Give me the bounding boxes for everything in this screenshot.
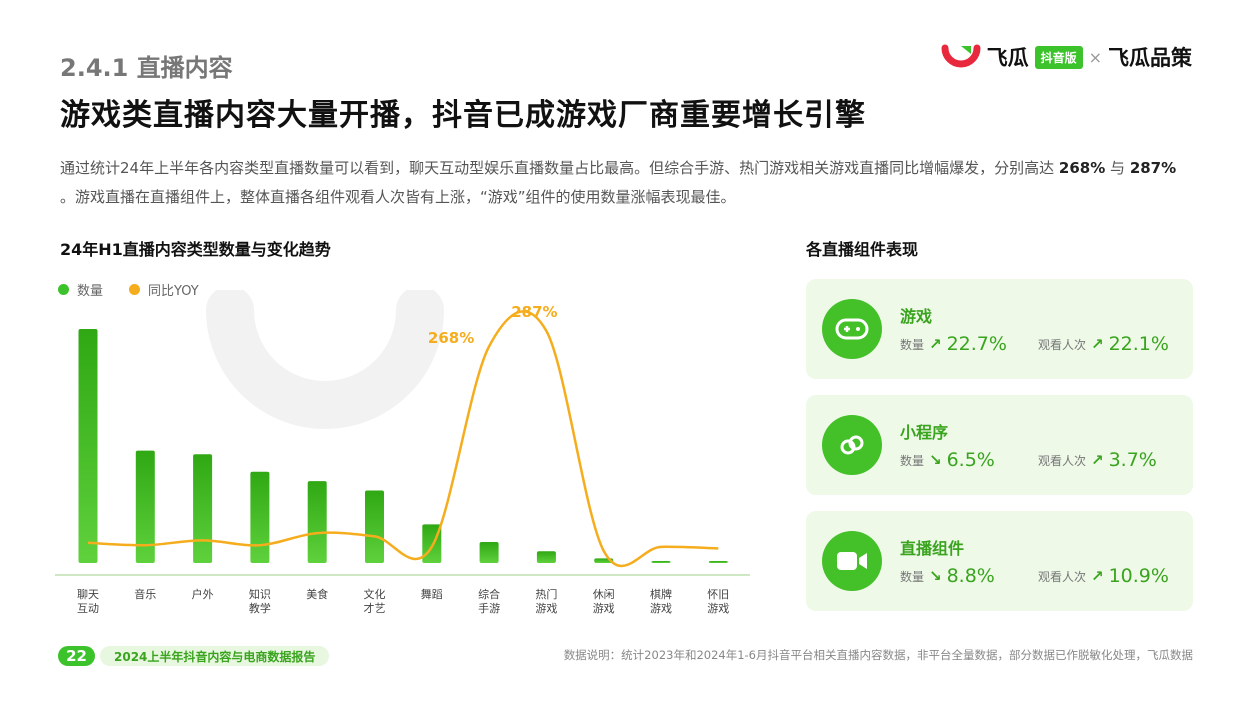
description: 通过统计24年上半年各内容类型直播数量可以看到，聊天互动型娱乐直播数量占比最高。… (60, 154, 1195, 212)
x-tick-label: 知识 (249, 587, 271, 601)
bar (193, 454, 213, 563)
description-value1: 268% (1058, 159, 1106, 177)
bar (708, 561, 728, 563)
panel-title: 各直播组件表现 (806, 240, 919, 259)
metric-views: 观看人次 ↗ 22.1% (1038, 333, 1169, 355)
mini-program-icon (840, 435, 864, 455)
metric-count: 数量 ↗ 22.7% (900, 333, 1007, 355)
card-icon-wrap (822, 299, 882, 359)
bar (135, 450, 155, 563)
bar (365, 490, 384, 563)
card-name: 直播组件 (900, 539, 965, 558)
chart-legend: 数量 同比YOY (58, 280, 199, 299)
x-tick-label: 热门 (535, 587, 557, 601)
card-icon-wrap (822, 415, 882, 475)
arrow-down-icon: ↘ (929, 451, 942, 469)
legend-label-yoy: 同比YOY (148, 284, 199, 299)
arrow-up-icon: ↗ (929, 335, 942, 353)
bar (78, 329, 98, 563)
x-tick-label: 休闲 (593, 587, 615, 601)
description-part1: 通过统计24年上半年各内容类型直播数量可以看到，聊天互动型娱乐直播数量占比最高。… (60, 159, 1055, 177)
metric-value: 10.9% (1108, 565, 1169, 587)
x-tick-label: 游戏 (593, 602, 615, 615)
metric-label: 观看人次 (1038, 569, 1087, 584)
metric-value: 6.5% (946, 449, 995, 471)
x-tick-label: 舞蹈 (421, 588, 443, 601)
description-value2: 287% (1129, 159, 1177, 177)
watermark-logo (206, 290, 444, 429)
brand-left-text: 飞瓜 (986, 46, 1029, 70)
arrow-up-icon: ↗ (1091, 451, 1104, 469)
x-tick-label: 手游 (478, 601, 500, 615)
metric-count: 数量 ↘ 8.8% (900, 565, 995, 587)
description-part2: 。游戏直播在直播组件上，整体直播各组件观看人次皆有上涨，“游戏”组件的使用数量涨… (60, 188, 736, 206)
x-tick-label: 教学 (249, 601, 271, 615)
bar (536, 551, 556, 563)
metric-label: 数量 (900, 569, 925, 584)
metric-label: 数量 (900, 453, 925, 468)
metric-count: 数量 ↘ 6.5% (900, 449, 995, 471)
arrow-up-icon: ↗ (1091, 335, 1104, 353)
arrow-down-icon: ↘ (929, 567, 942, 585)
section-label: 2.4.1 直播内容 (60, 54, 233, 82)
page-headline: 游戏类直播内容大量开播，抖音已成游戏厂商重要增长引擎 (60, 98, 866, 133)
metric-value: 8.8% (946, 565, 995, 587)
component-card-game: 游戏 数量 ↗ 22.7% 观看人次 ↗ 22.1% (806, 279, 1193, 379)
feigua-logo-icon (941, 44, 981, 68)
card-name: 小程序 (900, 423, 949, 442)
metric-label: 观看人次 (1038, 453, 1087, 468)
bar (307, 481, 327, 563)
x-tick-label: 文化 (364, 587, 386, 601)
metric-views: 观看人次 ↗ 10.9% (1038, 565, 1169, 587)
metric-views: 观看人次 ↗ 3.7% (1038, 449, 1157, 471)
x-tick-label: 游戏 (650, 602, 672, 615)
arrow-up-icon: ↗ (1091, 567, 1104, 585)
x-tick-label: 聊天 (77, 587, 99, 601)
video-camera-icon (837, 552, 867, 570)
legend-label-count: 数量 (77, 284, 104, 299)
bar (250, 471, 270, 563)
gamepad-icon (835, 318, 869, 340)
component-card-live-widget: 直播组件 数量 ↘ 8.8% 观看人次 ↗ 10.9% (806, 511, 1193, 611)
metric-value: 3.7% (1108, 449, 1157, 471)
metric-value: 22.7% (946, 333, 1007, 355)
legend-dot-orange-icon (129, 284, 141, 295)
card-name: 游戏 (900, 307, 933, 326)
x-tick-label: 美食 (306, 587, 328, 601)
x-tick-label: 综合 (478, 587, 500, 601)
data-label-yoy: 287% (511, 303, 557, 321)
legend-item-count: 数量 (58, 280, 103, 299)
chart-title: 24年H1直播内容类型数量与变化趋势 (60, 240, 331, 259)
bar (479, 541, 499, 563)
bar (651, 561, 671, 563)
brand-logo: 飞瓜 抖音版 × 飞瓜品策 (941, 42, 1192, 72)
x-tick-label: 游戏 (535, 602, 557, 615)
component-card-mini-program: 小程序 数量 ↘ 6.5% 观看人次 ↗ 3.7% (806, 395, 1193, 495)
description-conj: 与 (1110, 159, 1126, 177)
legend-item-yoy: 同比YOY (129, 280, 199, 299)
metric-label: 数量 (900, 337, 925, 352)
x-tick-label: 互动 (77, 602, 99, 615)
brand-right-text: 飞瓜品策 (1108, 46, 1192, 70)
report-name: 2024上半年抖音内容与电商数据报告 (100, 646, 330, 666)
legend-dot-green-icon (58, 284, 69, 295)
x-tick-label: 才艺 (364, 601, 386, 615)
x-tick-label: 怀旧 (707, 588, 729, 601)
x-tick-label: 游戏 (707, 602, 729, 615)
page-number: 22 (58, 646, 95, 666)
footnote: 数据说明：统计2023年和2024年1-6月抖音平台相关直播内容数据，非平台全量… (563, 648, 1193, 662)
card-icon-wrap (822, 531, 882, 591)
brand-separator: × (1088, 47, 1102, 67)
x-tick-label: 音乐 (134, 587, 156, 601)
brand-badge: 抖音版 (1034, 45, 1083, 69)
data-label-yoy: 268% (428, 329, 474, 347)
series-line-yoy (87, 310, 719, 568)
x-tick-label: 户外 (192, 587, 214, 601)
metric-value: 22.1% (1108, 333, 1169, 355)
x-tick-label: 棋牌 (650, 587, 672, 601)
metric-label: 观看人次 (1038, 337, 1087, 352)
